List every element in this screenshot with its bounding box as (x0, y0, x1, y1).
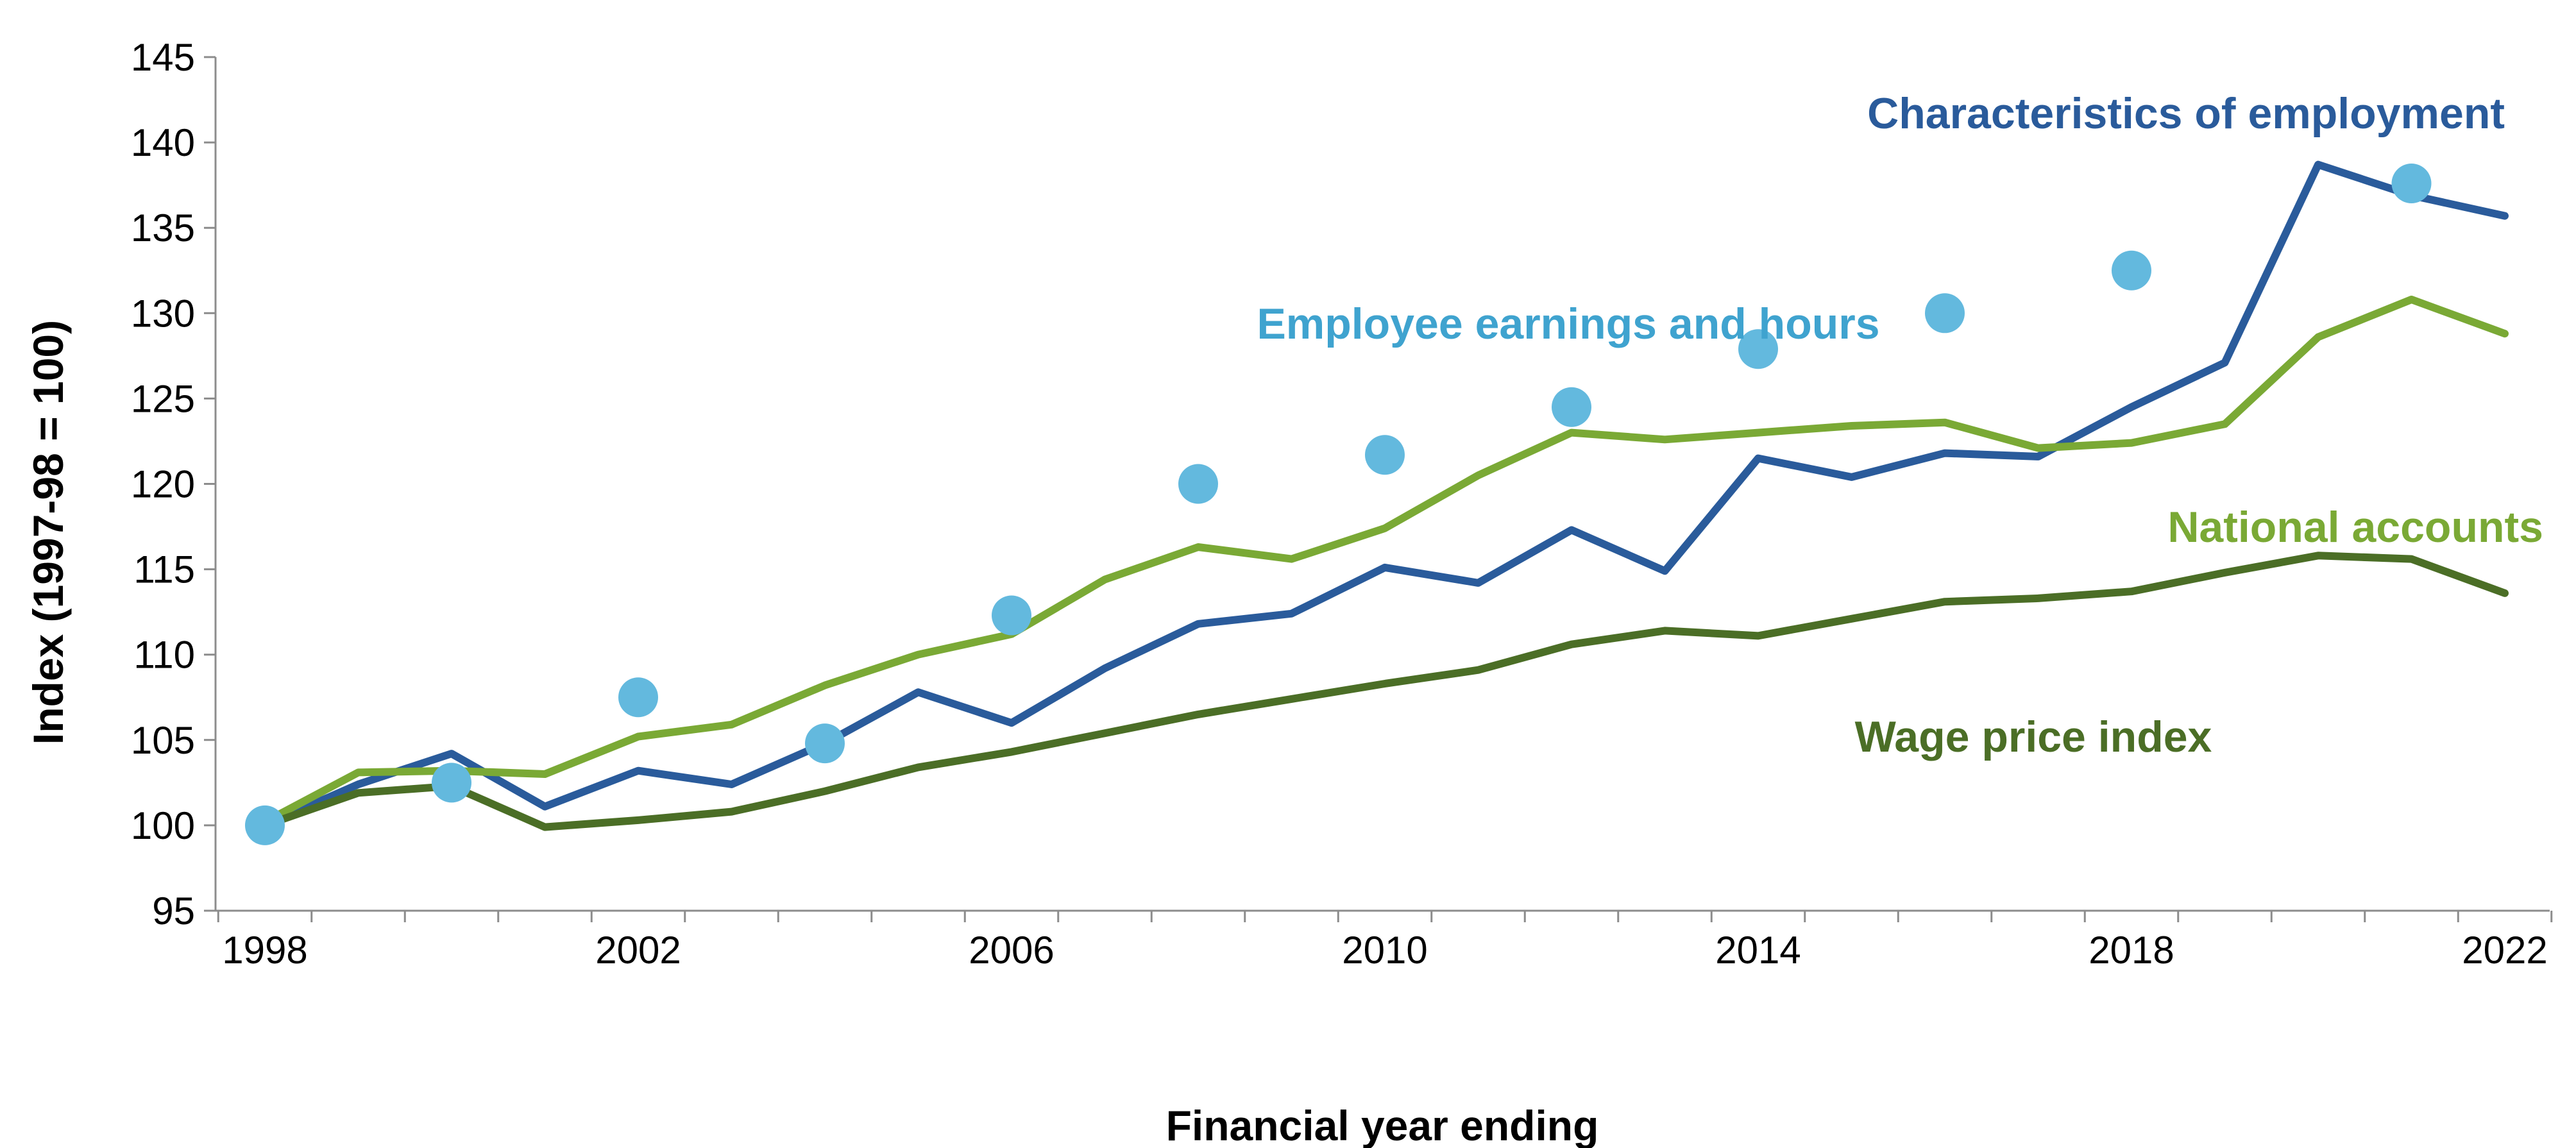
series-label-characteristics-of-employment: Characteristics of employment (1867, 89, 2505, 138)
y-axis-title: Index (1997-98 = 100) (24, 320, 72, 745)
x-axis-title: Financial year ending (1166, 1102, 1599, 1148)
scatter-point (805, 723, 845, 764)
series-line-national-accounts (261, 296, 2509, 826)
axes: 95 100 105 110 115 120 125 130 135 140 145 1998 2002… (131, 36, 2553, 972)
series-line-characteristics-of-employment (261, 160, 2509, 829)
x-tick-label: 2010 (1342, 929, 1427, 972)
x-tick-label: 1998 (222, 929, 307, 972)
x-tick-label: 2022 (2462, 929, 2547, 972)
x-tick-label: 2006 (969, 929, 1054, 972)
y-tick-label: 115 (133, 548, 195, 591)
scatter-point (1738, 329, 1778, 369)
y-tick-label: 140 (131, 121, 195, 164)
x-tick-label: 2018 (2089, 929, 2174, 972)
scatter-point (2112, 250, 2151, 291)
y-tick-label: 125 (131, 377, 195, 420)
scatter-point (432, 763, 471, 803)
y-tick-label: 120 (131, 463, 195, 506)
scatter-point (1365, 435, 1405, 475)
scatter-point (2391, 163, 2432, 203)
series-line-wage-price-index (261, 552, 2509, 831)
y-tick-label: 110 (133, 634, 195, 677)
y-tick-label: 100 (131, 804, 195, 847)
y-tick-label: 135 (131, 207, 195, 249)
plot-marks (245, 160, 2509, 845)
scatter-point (245, 805, 285, 845)
y-tick-label: 95 (152, 890, 195, 933)
series-label-wage-price-index: Wage price index (1855, 713, 2212, 761)
series-label-employee-earnings-and-hours: Employee earnings and hours (1257, 300, 1879, 348)
scatter-point (992, 595, 1031, 636)
scatter-point (1178, 464, 1218, 504)
x-tick-label: 2002 (595, 929, 681, 972)
scatter-point (1925, 293, 1965, 333)
y-tick-label: 130 (131, 292, 195, 335)
scatter-point (1552, 387, 1591, 427)
y-tick-label: 145 (131, 36, 195, 79)
y-tick-label: 105 (131, 719, 195, 762)
series-label-national-accounts: National accounts (2167, 503, 2543, 552)
scatter-point (618, 677, 658, 718)
x-tick-label: 2014 (1715, 929, 1801, 972)
